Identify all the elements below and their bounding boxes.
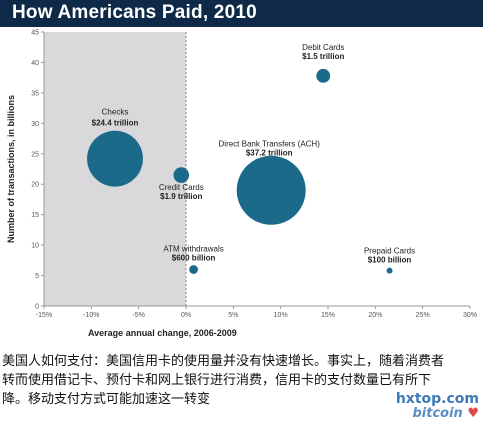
bubble-label-name: Prepaid Cards <box>364 247 415 256</box>
x-tick-label: 5% <box>228 312 238 319</box>
bubble-label-value: $1.5 trillion <box>302 52 344 61</box>
y-axis-label: Number of transactions, in billions <box>6 95 16 243</box>
y-tick-label: 15 <box>31 212 39 219</box>
x-tick-label: -5% <box>132 312 144 319</box>
y-tick-label: 10 <box>31 243 39 250</box>
y-tick-label: 40 <box>31 60 39 67</box>
bubble-label-name: Debit Cards <box>302 43 344 52</box>
bubble <box>173 167 190 183</box>
x-tick-label: 25% <box>416 312 430 319</box>
chart-header: How Americans Paid, 2010 <box>0 0 483 27</box>
bubble-chart: Checks $24.4 trillion Credit Cards$1.9 tri… <box>0 27 483 352</box>
y-tick-label: 20 <box>31 182 39 189</box>
bubble-label-name: Credit Cards <box>159 183 204 192</box>
x-tick-label: 30% <box>463 312 477 319</box>
watermark-site: hxtop.com <box>395 391 479 407</box>
watermark-logo: hxtop.com bitcoin ♥ <box>396 391 479 421</box>
caption: 美国人如何支付：美国信用卡的使用量并没有快速增长。事实上，随着消费者 转而使用借… <box>0 352 483 423</box>
x-tick-label: 10% <box>274 312 288 319</box>
y-tick-label: 5 <box>35 273 39 280</box>
bubble-label-value: $24.4 trillion <box>92 119 139 128</box>
y-tick-label: 35 <box>31 90 39 97</box>
caption-line: 美国人如何支付：美国信用卡的使用量并没有快速增长。事实上，随着消费者 <box>2 354 445 369</box>
chart-title: How Americans Paid, 2010 <box>12 2 257 23</box>
y-tick-label: 25 <box>31 151 39 158</box>
bubble-label-value: $1.9 trillion <box>160 192 202 201</box>
y-tick-label: 0 <box>35 304 39 311</box>
bubble <box>236 155 306 225</box>
bubble-label-name: Checks <box>102 108 129 117</box>
x-tick-label: -10% <box>83 312 99 319</box>
watermark-bitcoin: bitcoin <box>412 406 463 421</box>
y-tick-label: 30 <box>31 121 39 128</box>
x-tick-label: -15% <box>36 312 52 319</box>
heart-icon: ♥ <box>467 406 479 421</box>
bubble <box>87 130 143 187</box>
bubble-label-value: $600 billion <box>172 253 216 262</box>
caption-line: 降。移动支付方式可能加速这一转变 <box>2 392 211 407</box>
bubble-label-name: Direct Bank Transfers (ACH) <box>219 139 321 148</box>
bubble-label-name: ATM withdrawals <box>163 244 223 253</box>
bubble-label-value: $37.2 trillion <box>246 148 293 157</box>
bubble <box>386 267 393 274</box>
bubble <box>316 68 331 83</box>
x-tick-label: 15% <box>321 312 335 319</box>
bubble-label-value: $100 billion <box>368 256 412 265</box>
caption-line: 转而使用借记卡、预付卡和网上银行进行消费，信用卡的支付数量已有所下 <box>2 373 432 388</box>
x-tick-label: 20% <box>368 312 382 319</box>
y-tick-label: 45 <box>31 30 39 37</box>
x-axis-label: Average annual change, 2006-2009 <box>88 328 237 338</box>
bubble <box>189 265 198 274</box>
x-tick-label: 0% <box>181 312 191 319</box>
